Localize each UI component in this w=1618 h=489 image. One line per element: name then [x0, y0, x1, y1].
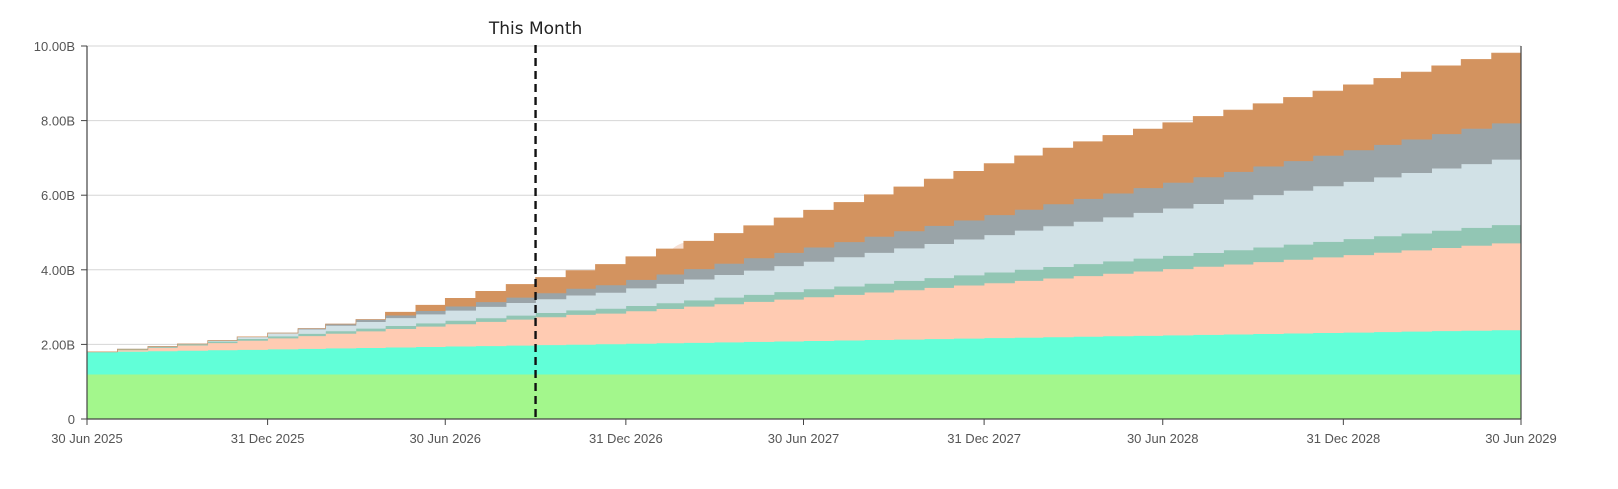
stacked-areas: [86, 52, 1522, 420]
x-tick-label: 30 Jun 2025: [51, 431, 123, 446]
this-month-marker: This Month: [488, 19, 582, 419]
x-tick-label: 31 Dec 2028: [1306, 431, 1380, 446]
x-tick-label: 31 Dec 2025: [231, 431, 305, 446]
y-tick-label: 6.00B: [41, 188, 75, 203]
y-tick-label: 4.00B: [41, 263, 75, 278]
this-month-label: This Month: [488, 19, 582, 39]
x-tick-label: 31 Dec 2026: [589, 431, 663, 446]
x-tick-label: 30 Jun 2027: [768, 431, 840, 446]
y-tick-label: 8.00B: [41, 114, 75, 129]
y-axis-ticks: 0 2.00B 4.00B 6.00B 8.00B 10.00B: [34, 39, 87, 427]
y-tick-label: 2.00B: [41, 337, 75, 352]
x-tick-label: 30 Jun 2028: [1127, 431, 1199, 446]
x-axis-ticks: 30 Jun 2025 31 Dec 2025 30 Jun 2026 31 Dec …: [51, 419, 1557, 446]
x-tick-label: 30 Jun 2029: [1485, 431, 1557, 446]
y-tick-label: 0: [68, 412, 75, 427]
area-series-1: [86, 373, 1522, 420]
x-tick-label: 31 Dec 2027: [947, 431, 1021, 446]
x-tick-label: 30 Jun 2026: [409, 431, 481, 446]
y-tick-label: 10.00B: [34, 39, 75, 54]
